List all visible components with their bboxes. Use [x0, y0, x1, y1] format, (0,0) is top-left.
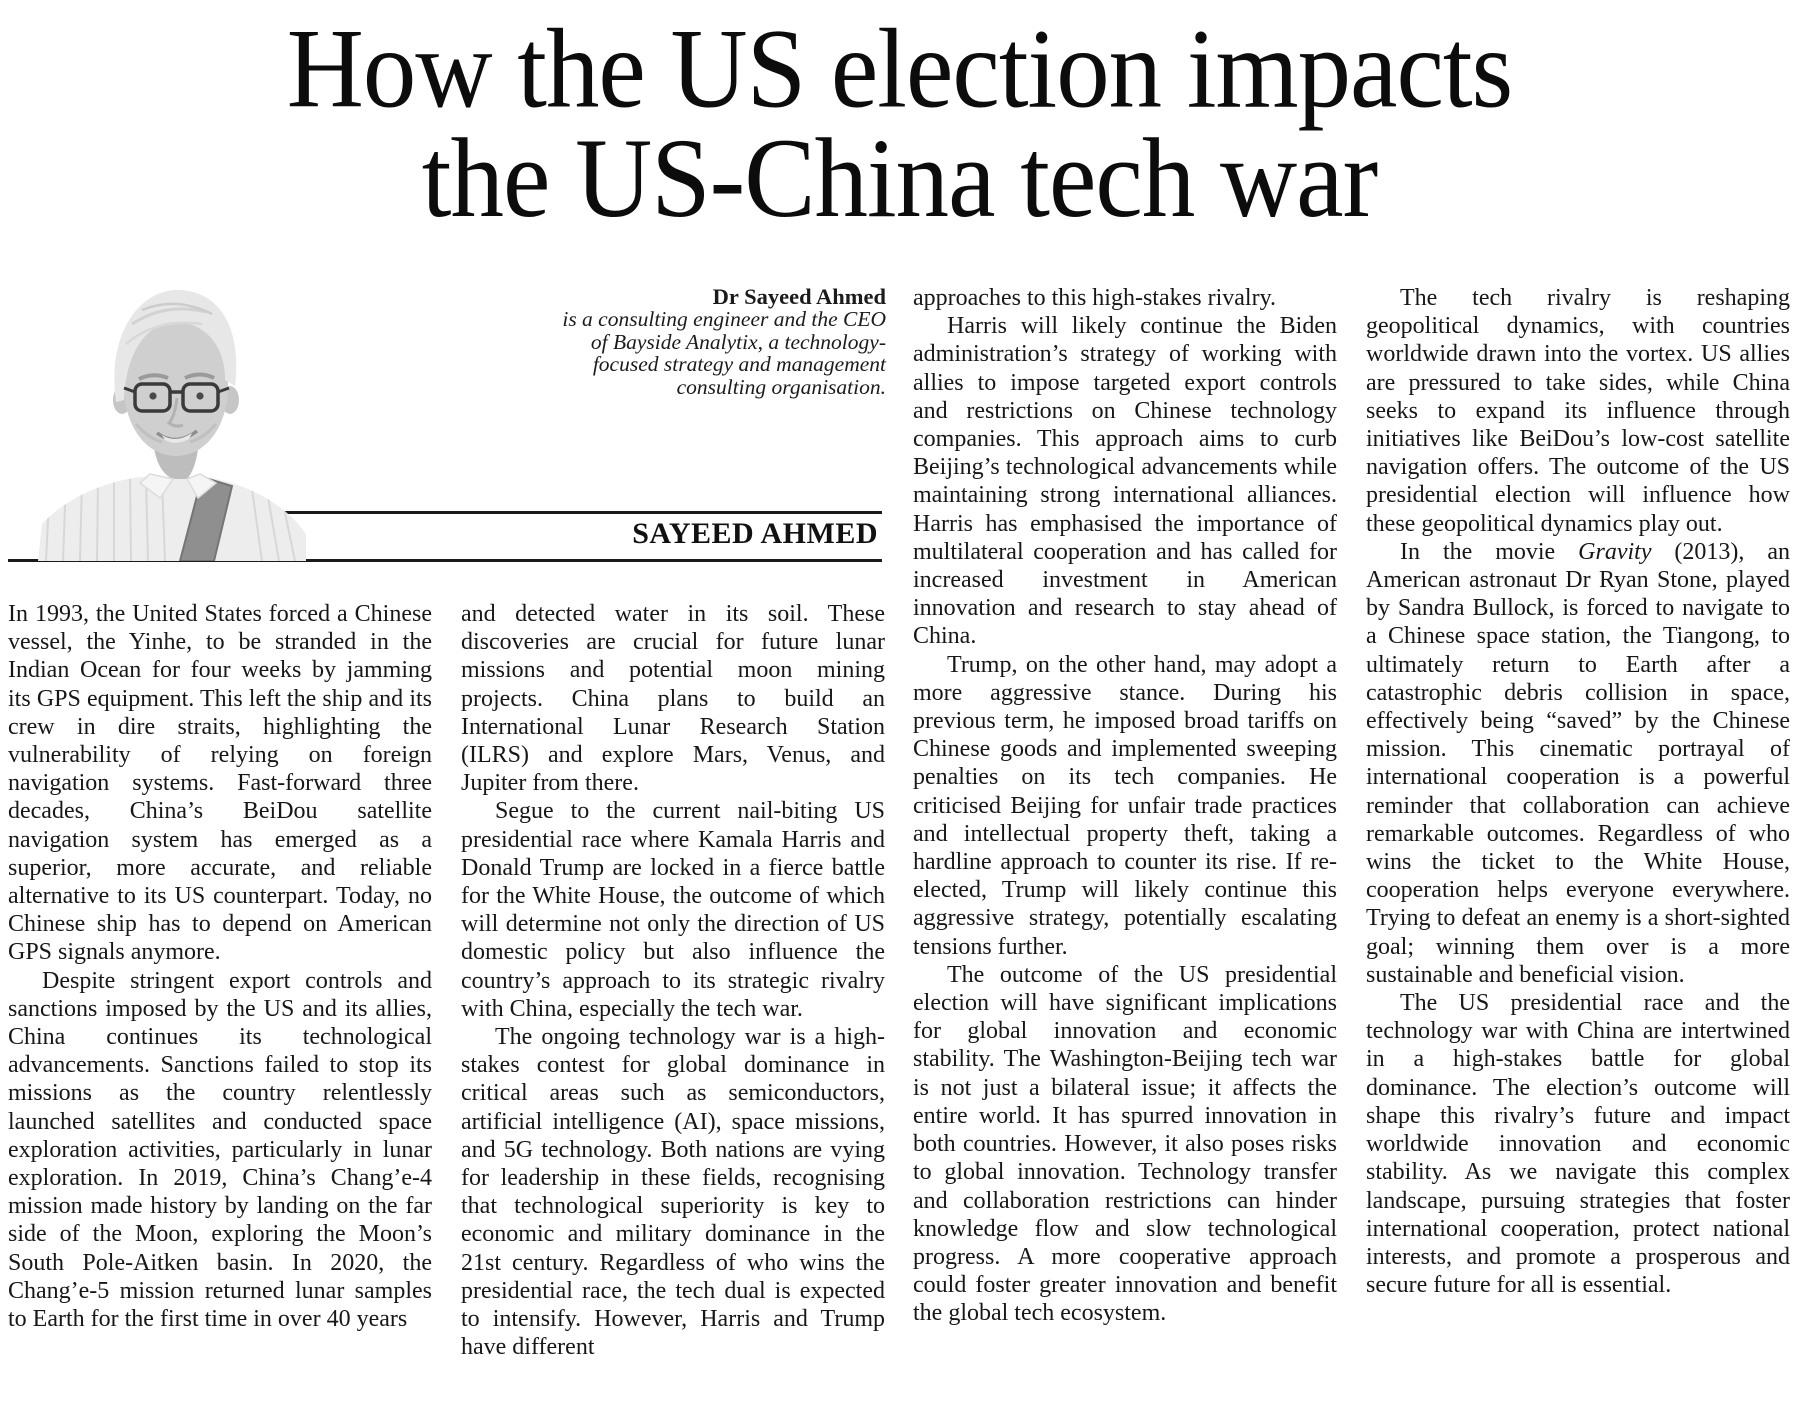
paragraph: The tech rivalry is reshaping geopolitic… — [1366, 285, 1790, 537]
byline-line: focused strategy and management — [592, 352, 886, 377]
byline-bottom-rule — [8, 559, 882, 562]
article-column-4: The tech rivalry is reshaping geopolitic… — [1366, 284, 1790, 1426]
author-nameplate: SAYEED AHMED — [632, 517, 878, 550]
byline-top-rule — [255, 511, 882, 514]
paragraph: The US presidential race and the technol… — [1366, 990, 1790, 1299]
paragraph: Trump, on the other hand, may adopt a mo… — [913, 651, 1337, 960]
headline-line-1: How the US election impacts — [286, 5, 1513, 132]
byline-line: is a consulting engineer and the CEO — [562, 307, 886, 332]
paragraph: approaches to this high-stakes rivalry. — [913, 285, 1277, 311]
paragraph: Harris will likely continue the Biden ad… — [913, 313, 1337, 650]
paragraph: The ongoing technology war is a high-sta… — [461, 1024, 885, 1361]
article-column-3: approaches to this high-stakes rivalry. H… — [913, 284, 1337, 1426]
headline-line-2: the US-China tech war — [421, 114, 1378, 241]
article-headline: How the US election impacts the US-China… — [18, 5, 1781, 241]
paragraph: and detected water in its soil. These di… — [461, 601, 885, 797]
portrait-illustration — [38, 289, 306, 561]
byline-line: consulting organisation. — [676, 374, 886, 399]
paragraph: In the movie Gravity (2013), an American… — [1366, 538, 1790, 988]
article-column-1: In 1993, the United States forced a Chin… — [8, 600, 432, 1426]
paragraph: Segue to the current nail-biting US pres… — [461, 798, 885, 1022]
paragraph: The outcome of the US presidential elect… — [913, 961, 1337, 1327]
byline-author-name: Dr Sayeed Ahmed — [712, 284, 886, 309]
byline-author-description: is a consulting engineer and the CEO of B… — [436, 308, 886, 398]
article-column-2: and detected water in its soil. These di… — [461, 600, 885, 1426]
byline-line: of Bayside Analytix, a technology- — [590, 329, 886, 354]
paragraph: In 1993, the United States forced a Chin… — [8, 601, 432, 966]
byline-block: Dr Sayeed Ahmed is a consulting engineer… — [436, 284, 886, 398]
author-portrait-photo — [36, 284, 310, 561]
paragraph: Despite stringent export controls and sa… — [8, 967, 432, 1333]
